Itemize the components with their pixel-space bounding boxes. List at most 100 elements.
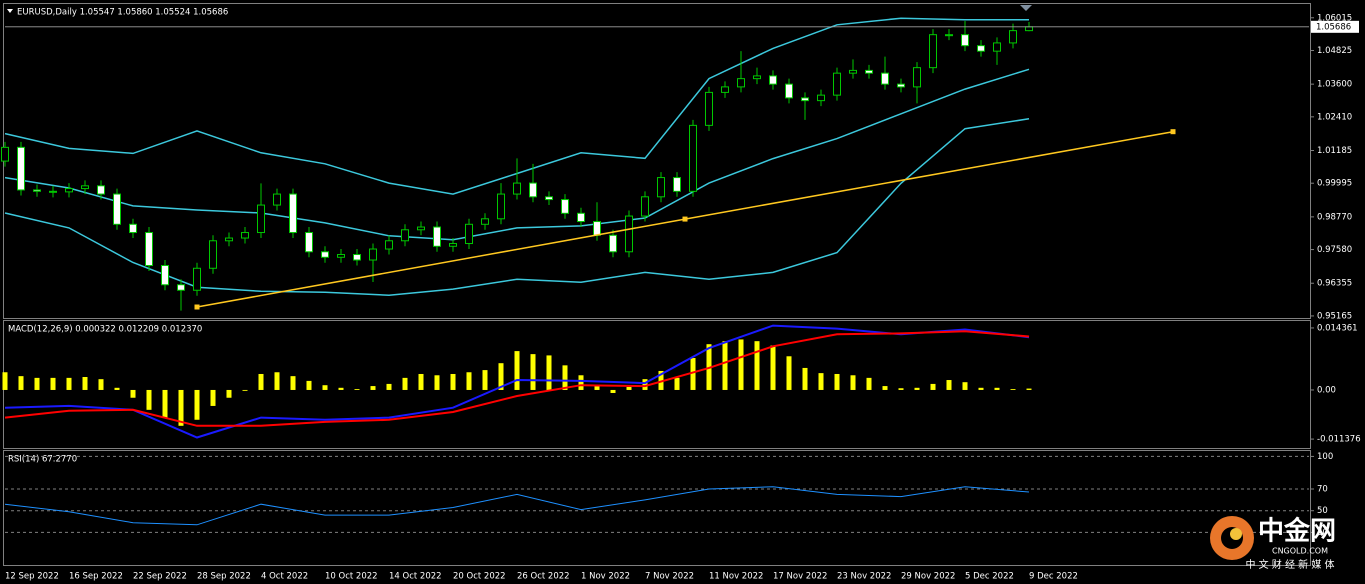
histogram-bar [786,356,792,390]
candle-body [305,232,313,253]
y-tick-label: 0.99995 [1317,179,1352,189]
y-tick-label: 50 [1317,506,1328,516]
x-tick-label: 7 Nov 2022 [645,572,694,582]
candle-body [785,83,793,99]
histogram-bar [450,373,456,390]
y-tick-label: 30 [1317,528,1328,538]
x-tick-label: 12 Sep 2022 [5,572,59,582]
candle-body [945,34,953,37]
histogram-bar [34,377,40,390]
x-tick-label: 5 Dec 2022 [965,572,1014,582]
histogram-bar [18,376,24,390]
histogram-bar [146,389,152,410]
indicator-line [4,330,1030,427]
candle-body [433,226,441,247]
candle-body [129,223,137,234]
histogram-bar [210,389,216,406]
candle-body [465,223,473,245]
x-tick-label: 29 Nov 2022 [901,572,955,582]
histogram-bar [594,385,600,390]
candle-body [353,254,361,261]
watermark-site: CNGOLD.COM [1272,547,1328,556]
candle-body [177,284,185,291]
candle-body [1025,26,1033,32]
x-tick-label: 4 Oct 2022 [261,572,308,582]
candle-body [1009,30,1017,44]
y-tick-label: 1.02410 [1317,112,1352,122]
candle-body [977,45,985,52]
band-line [4,118,1030,296]
x-tick-label: 20 Oct 2022 [453,572,506,582]
x-tick-label: 9 Dec 2022 [1029,572,1078,582]
histogram-bar [610,389,616,393]
candle-body [817,94,825,102]
rsi-panel-frame [3,450,1311,566]
trend-anchor [682,216,688,222]
candle-body [449,243,457,247]
histogram-bar [802,367,808,390]
candle-body [417,226,425,231]
candle-body [289,193,297,234]
histogram-bar [66,377,72,390]
histogram-bar [530,354,536,390]
current-price-label: 1.05686 [1316,22,1351,32]
histogram-bar [338,387,344,390]
candle-body [513,182,521,195]
candle-body [225,237,233,242]
histogram-bar [194,389,200,420]
watermark-name: 中金网 [1258,516,1336,547]
candle-body [385,240,393,250]
histogram-bar [834,373,840,390]
y-tick-label: 1.04825 [1317,46,1352,56]
y-tick-label: 1.01185 [1317,146,1352,156]
candle-body [529,182,537,198]
histogram-bar [114,387,120,390]
candle-body [257,204,265,234]
x-tick-label: 17 Nov 2022 [773,572,827,582]
histogram-bar [898,388,904,390]
histogram-bar [482,370,488,390]
histogram-bar [722,341,728,390]
candle-body [673,177,681,192]
x-tick-label: 10 Oct 2022 [325,572,378,582]
histogram-bar [930,383,936,390]
candle-body [801,97,809,102]
x-tick-label: 26 Oct 2022 [517,572,570,582]
x-tick-label: 28 Sep 2022 [197,572,251,582]
candle-body [241,232,249,239]
histogram-bar [306,380,312,390]
histogram-bar [1026,388,1032,390]
candle-body [65,188,73,193]
histogram-bar [514,351,520,390]
histogram-bar [498,363,504,390]
chart-shift-marker [1020,5,1032,11]
histogram-bar [290,376,296,390]
macd-title: MACD(12,26,9) 0.000322 0.012209 0.012370 [8,325,202,335]
watermark: 中金网 CNGOLD.COM 中 文 财 经 新 媒 体 [1210,516,1336,571]
candle-body [929,34,937,69]
candle-body [1,146,9,162]
candle-body [561,199,569,214]
candle-body [97,185,105,195]
histogram-bar [130,389,136,398]
symbol-menu-arrow[interactable] [7,9,13,13]
x-tick-label: 11 Nov 2022 [709,572,763,582]
candle-body [369,248,377,261]
candle-body [993,42,1001,52]
candle-body [401,229,409,242]
x-tick-label: 22 Sep 2022 [133,572,187,582]
watermark-slogan: 中 文 财 经 新 媒 体 [1245,558,1334,571]
candle-body [753,75,761,80]
histogram-bar [770,345,776,390]
x-tick-label: 16 Sep 2022 [69,572,123,582]
y-tick-label: 0.98770 [1317,212,1352,222]
y-tick-label: 1.06015 [1317,13,1352,23]
main-title: EURUSD,Daily 1.05547 1.05860 1.05524 1.0… [17,8,228,18]
indicator-line [4,486,1030,526]
histogram-bar [274,372,280,390]
histogram-bar [690,358,696,390]
histogram-bar [866,377,872,390]
histogram-bar [994,387,1000,390]
histogram-bar [738,339,744,390]
